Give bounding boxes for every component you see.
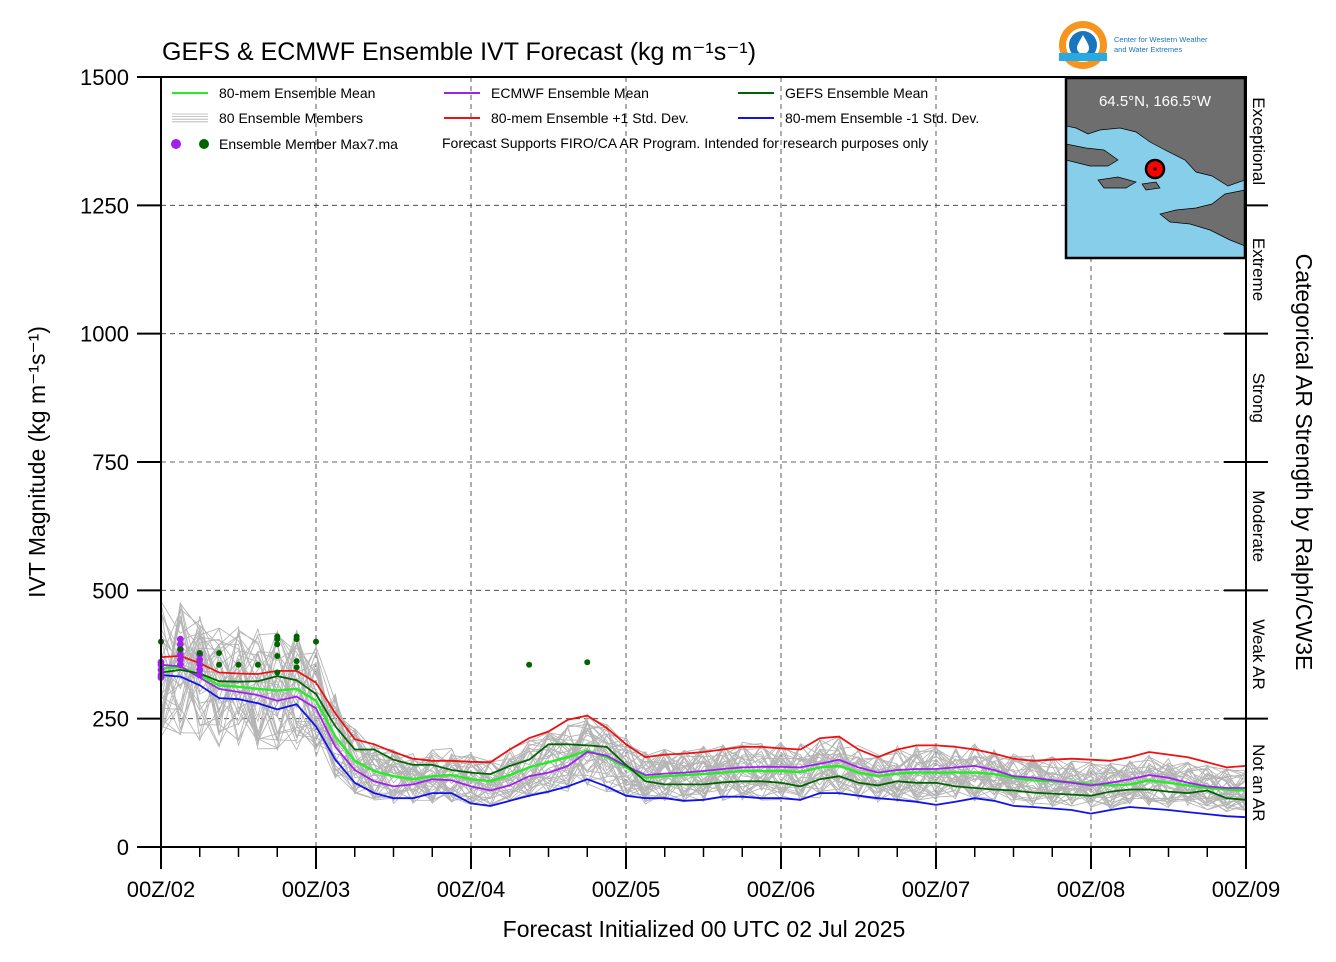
location-map-inset: 64.5°N, 166.5°W	[1064, 76, 1247, 260]
category-label: Exceptional	[1249, 97, 1268, 185]
category-label: Extreme	[1249, 238, 1268, 301]
series-line	[160, 655, 1247, 769]
series-line	[160, 663, 1246, 792]
map-location-label: 64.5°N, 166.5°W	[1099, 93, 1212, 110]
x-tick-label: 00Z/09	[1212, 877, 1281, 902]
map-land-north	[1065, 77, 1246, 187]
x-tick-label: 00Z/08	[1057, 877, 1126, 902]
ensemble-member-line	[160, 652, 1247, 813]
research-note: Forecast Supports FIRO/CA AR Program. In…	[442, 135, 928, 151]
x-axis-label: Forecast Initialized 00 UTC 02 Jul 2025	[503, 916, 906, 942]
member-max-dot	[196, 649, 203, 656]
x-tick-label: 00Z/04	[437, 877, 506, 902]
y-axis-ticks: 0 250 500 750 1000 1250 1500	[80, 65, 161, 860]
map-frame	[1064, 76, 1247, 260]
series-line	[160, 668, 1247, 801]
x-tick-label: 00Z/06	[747, 877, 816, 902]
category-label: Strong	[1249, 373, 1268, 423]
location-marker-center	[1153, 167, 1157, 171]
y-tick-label: 0	[117, 835, 129, 860]
y-tick-label: 750	[92, 450, 129, 475]
y-axis-label: IVT Magnitude (kg m⁻¹s⁻¹)	[24, 326, 50, 598]
member-max-dot	[177, 646, 184, 653]
ensemble-member-line	[160, 669, 1247, 807]
x-axis-ticks: 00Z/02 00Z/03 00Z/04 00Z/05 00Z/06 00Z/07 00Z/…	[127, 847, 1281, 902]
member-max-dot	[196, 661, 204, 669]
category-label: Weak AR	[1249, 619, 1268, 690]
member-max-dot	[526, 661, 533, 668]
ensemble-member-line	[160, 638, 1247, 804]
ensemble-member-line	[160, 602, 1247, 807]
legend-label: GEFS Ensemble Mean	[785, 85, 928, 101]
x-tick-label: 00Z/02	[127, 877, 196, 902]
ensemble-member-line	[160, 620, 1247, 808]
legend-dot	[199, 139, 209, 149]
member-max-dot	[235, 661, 242, 668]
member-max-dot	[274, 633, 281, 640]
ensemble-member-line	[160, 627, 1247, 803]
member-max-dot	[176, 656, 184, 664]
cw3e-logo: Center for Western Weather and Water Ext…	[1059, 21, 1208, 69]
legend-dot	[171, 139, 181, 149]
ensemble-members	[160, 601, 1247, 813]
ar-category-axis: Not an AR Weak AR Moderate Strong Extreme Exc…	[1224, 97, 1268, 822]
y-tick-label: 250	[92, 707, 129, 732]
right-axis-label: Categorical AR Strength by Ralph/CW3E	[1291, 254, 1317, 671]
logo-wave-band	[1059, 53, 1107, 61]
ensemble-member-line	[160, 632, 1247, 808]
logo-org-line2: and Water Extremes	[1114, 45, 1182, 54]
legend-label: Ensemble Member Max7.ma	[219, 136, 398, 152]
map-island	[1097, 176, 1137, 189]
x-tick-label: 00Z/07	[902, 877, 971, 902]
member-max-dot	[196, 671, 204, 679]
member-max-dot	[274, 641, 281, 648]
member-max-dot	[176, 651, 184, 658]
member-max-dot	[176, 661, 184, 669]
legend-label: ECMWF Ensemble Mean	[491, 85, 649, 101]
series-line	[160, 674, 1247, 819]
logo-org-line1: Center for Western Weather	[1114, 35, 1208, 44]
map-land-peninsula	[1065, 143, 1119, 167]
y-tick-label: 500	[92, 578, 129, 603]
legend: 80-mem Ensemble Mean ECMWF Ensemble Mean G…	[171, 85, 979, 152]
chart-title: GEFS & ECMWF Ensemble IVT Forecast (kg m…	[162, 38, 756, 66]
ensemble-member-line	[160, 613, 1247, 812]
legend-label: 80-mem Ensemble -1 Std. Dev.	[785, 110, 979, 126]
water-drop-icon	[1077, 35, 1089, 54]
y-tick-label: 1250	[80, 193, 129, 218]
ensemble-member-line	[160, 615, 1247, 808]
grid-lines	[161, 77, 1246, 847]
y-tick-label: 1000	[80, 322, 129, 347]
map-island-small	[1141, 181, 1161, 191]
member-max-dot	[313, 638, 319, 645]
member-max-dot	[216, 661, 223, 668]
series-lines	[160, 655, 1247, 819]
member-max-dot	[274, 669, 281, 676]
member-max-dot	[216, 649, 223, 656]
legend-label: 80-mem Ensemble +1 Std. Dev.	[491, 110, 689, 126]
member-max-dot	[196, 656, 204, 664]
member-max-dot	[176, 635, 184, 643]
x-tick-label: 00Z/05	[592, 877, 661, 902]
x-tick-label: 00Z/03	[282, 877, 351, 902]
member-max-dot	[584, 659, 591, 666]
member-max-dot	[293, 664, 300, 671]
member-max-dot	[293, 658, 300, 665]
category-label: Moderate	[1249, 490, 1268, 562]
map-land-east	[1159, 189, 1246, 247]
member-max-dot	[274, 653, 281, 660]
member-max-dot	[293, 633, 300, 640]
member-max-dot	[196, 666, 204, 674]
ensemble-member-line	[160, 627, 1247, 812]
legend-label: 80-mem Ensemble Mean	[219, 85, 375, 101]
member-max-dot	[176, 640, 184, 648]
category-label: Not an AR	[1249, 744, 1268, 822]
y-tick-label: 1500	[80, 65, 129, 90]
legend-label: 80 Ensemble Members	[219, 110, 363, 126]
member-max-dot	[254, 661, 261, 668]
